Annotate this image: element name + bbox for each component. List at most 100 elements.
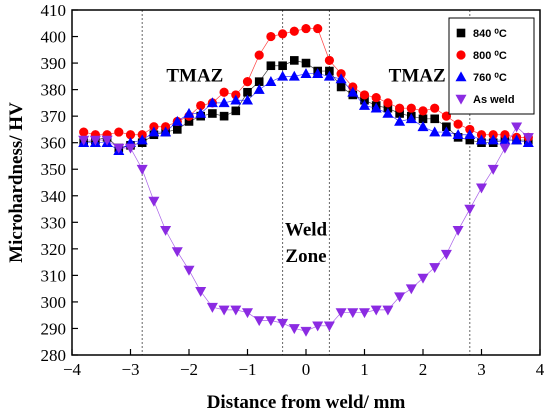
data-point [358,308,371,319]
data-point [301,23,311,34]
data-point [288,324,300,335]
data-point [405,284,417,295]
data-point [430,103,440,113]
x-axis-label: Distance from weld/ mm [207,392,406,413]
data-point [171,247,183,258]
data-point [452,225,464,236]
series-layer [78,23,534,337]
legend-entry: 840 ⁰C [473,28,507,40]
y-tick-label: 400 [41,28,67,47]
data-point [347,308,359,319]
data-point [136,164,148,175]
data-point [336,82,346,92]
y-tick-label: 330 [41,213,67,232]
data-point [394,115,406,126]
y-tick-label: 370 [41,107,67,126]
data-point [487,134,499,145]
data-point [335,73,347,84]
data-point [160,225,172,236]
data-point [511,134,523,145]
data-point [218,305,230,316]
data-point [312,321,324,332]
legend-entry: 760 ⁰C [473,72,507,84]
annotation-label: Weld [285,220,328,241]
data-point [464,204,476,215]
data-point [418,106,428,116]
data-point [475,134,488,145]
annotation-label: Zone [285,246,326,267]
data-point [183,265,195,276]
x-tick-label: −3 [121,360,139,379]
data-point [289,56,299,65]
legend-marker [455,71,467,82]
data-point [406,103,416,113]
data-point [219,111,229,121]
data-point [417,273,429,284]
legend: 840 ⁰C 800 ⁰C 760 ⁰C As weld [448,17,535,115]
data-point [218,97,230,108]
data-point [219,87,229,97]
data-point [208,109,217,118]
data-point [265,76,277,86]
data-point [78,135,90,146]
data-point [160,126,172,137]
data-point [499,143,511,154]
y-tick-label: 350 [41,160,67,179]
data-point [266,61,276,71]
data-point [148,126,160,137]
data-point [101,135,113,146]
data-point [206,302,218,313]
data-point [173,125,182,134]
data-point [195,107,207,118]
data-point [300,326,312,337]
data-point [148,196,160,207]
data-point [417,121,429,132]
data-point [278,61,287,71]
data-point [195,287,207,297]
y-tick-label: 310 [41,266,67,285]
data-point [511,122,523,133]
data-point [382,107,394,118]
x-tick-label: 0 [302,360,311,379]
data-point [183,107,195,118]
legend-entry: As weld [473,94,515,106]
data-point [136,134,148,145]
legend-marker [455,94,467,105]
data-point [324,55,335,66]
data-point [487,164,499,175]
data-point [277,318,289,329]
data-point [253,83,265,94]
data-point [358,99,371,110]
legend-marker [456,28,466,38]
data-point [335,308,347,319]
data-point [382,305,394,316]
data-point [313,23,323,34]
data-point [359,90,370,100]
data-point [475,183,488,194]
data-point [253,316,265,327]
data-point [453,119,463,129]
data-point [206,97,218,108]
data-point [242,77,253,87]
data-point [452,129,464,140]
data-point [278,29,288,39]
x-tick-label: −2 [180,360,198,379]
data-point [371,92,381,103]
x-tick-label: 1 [360,360,369,379]
data-point [394,292,406,303]
y-axis-label: Microhardness/ HV [6,102,27,263]
data-point [241,94,254,105]
data-point [301,58,311,68]
data-point [440,249,452,260]
data-point [370,102,382,113]
series-4 [78,122,534,337]
annotation-layer: TMAZ TMAZ Weld Zone [166,66,445,267]
annotation-label: TMAZ [166,66,223,87]
data-point [113,143,125,154]
data-point [430,114,440,124]
y-tick-label: 290 [41,319,67,338]
x-tick-label: 3 [477,360,486,379]
y-tick-label: 300 [41,293,67,312]
data-point [429,126,441,137]
